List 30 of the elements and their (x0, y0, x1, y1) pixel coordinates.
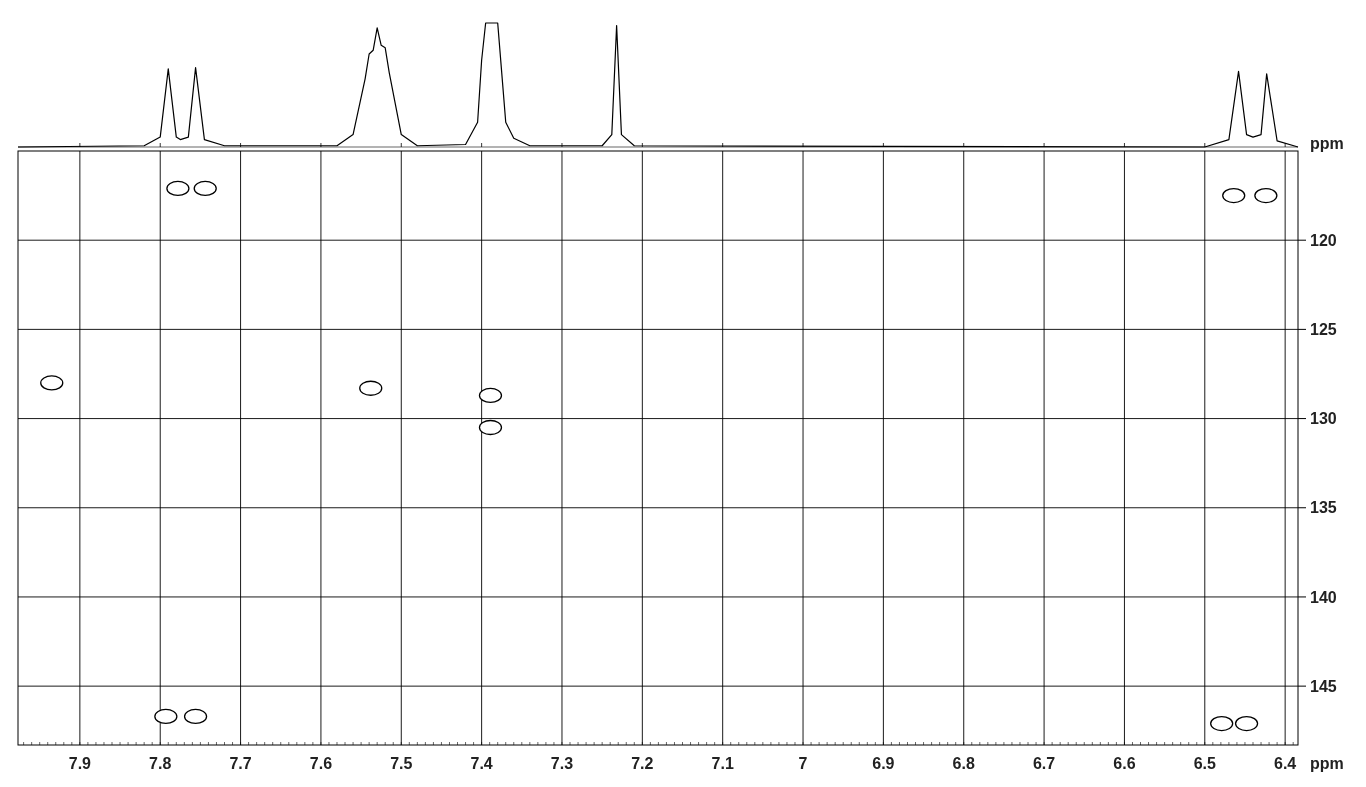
point (1222, 187, 1246, 204)
x-tick-label: 7 (798, 755, 808, 772)
y-axis-title: ppm (1310, 135, 1344, 152)
x-tick-label: 6.6 (1113, 755, 1136, 772)
x-tick-label: 7.3 (550, 755, 574, 772)
x-axis-title: ppm (1310, 755, 1344, 772)
x-tick-label: 7.6 (309, 755, 333, 772)
x-tick-label: 6.4 (1274, 755, 1297, 772)
y-tick-label: 145 (1310, 677, 1337, 695)
point (166, 180, 190, 197)
x-tick-label: 7.1 (711, 755, 734, 772)
point (1254, 187, 1278, 204)
point (154, 708, 178, 725)
x-tick-label: 7.2 (631, 755, 654, 772)
point (1210, 715, 1234, 732)
x-tick-label: 7.8 (149, 755, 172, 772)
y-tick-label: 120 (1310, 231, 1337, 249)
x-tick-label: 7.5 (390, 755, 413, 772)
x-tick-label: 7.4 (470, 755, 493, 772)
x-tick-label: 7.9 (68, 755, 92, 772)
x-tick-label: 6.8 (952, 755, 975, 772)
x-tick-label: 7.7 (229, 755, 252, 772)
y-tick-label: 130 (1310, 410, 1337, 428)
x-tick-label: 6.7 (1032, 755, 1056, 772)
y-tick-label: 140 (1310, 588, 1337, 606)
point (193, 180, 217, 197)
y-tick-label: 135 (1310, 499, 1337, 517)
x-tick-label: 6.5 (1193, 755, 1217, 772)
y-tick-label: 125 (1310, 320, 1337, 338)
x-tick-label: 6.9 (872, 755, 895, 772)
